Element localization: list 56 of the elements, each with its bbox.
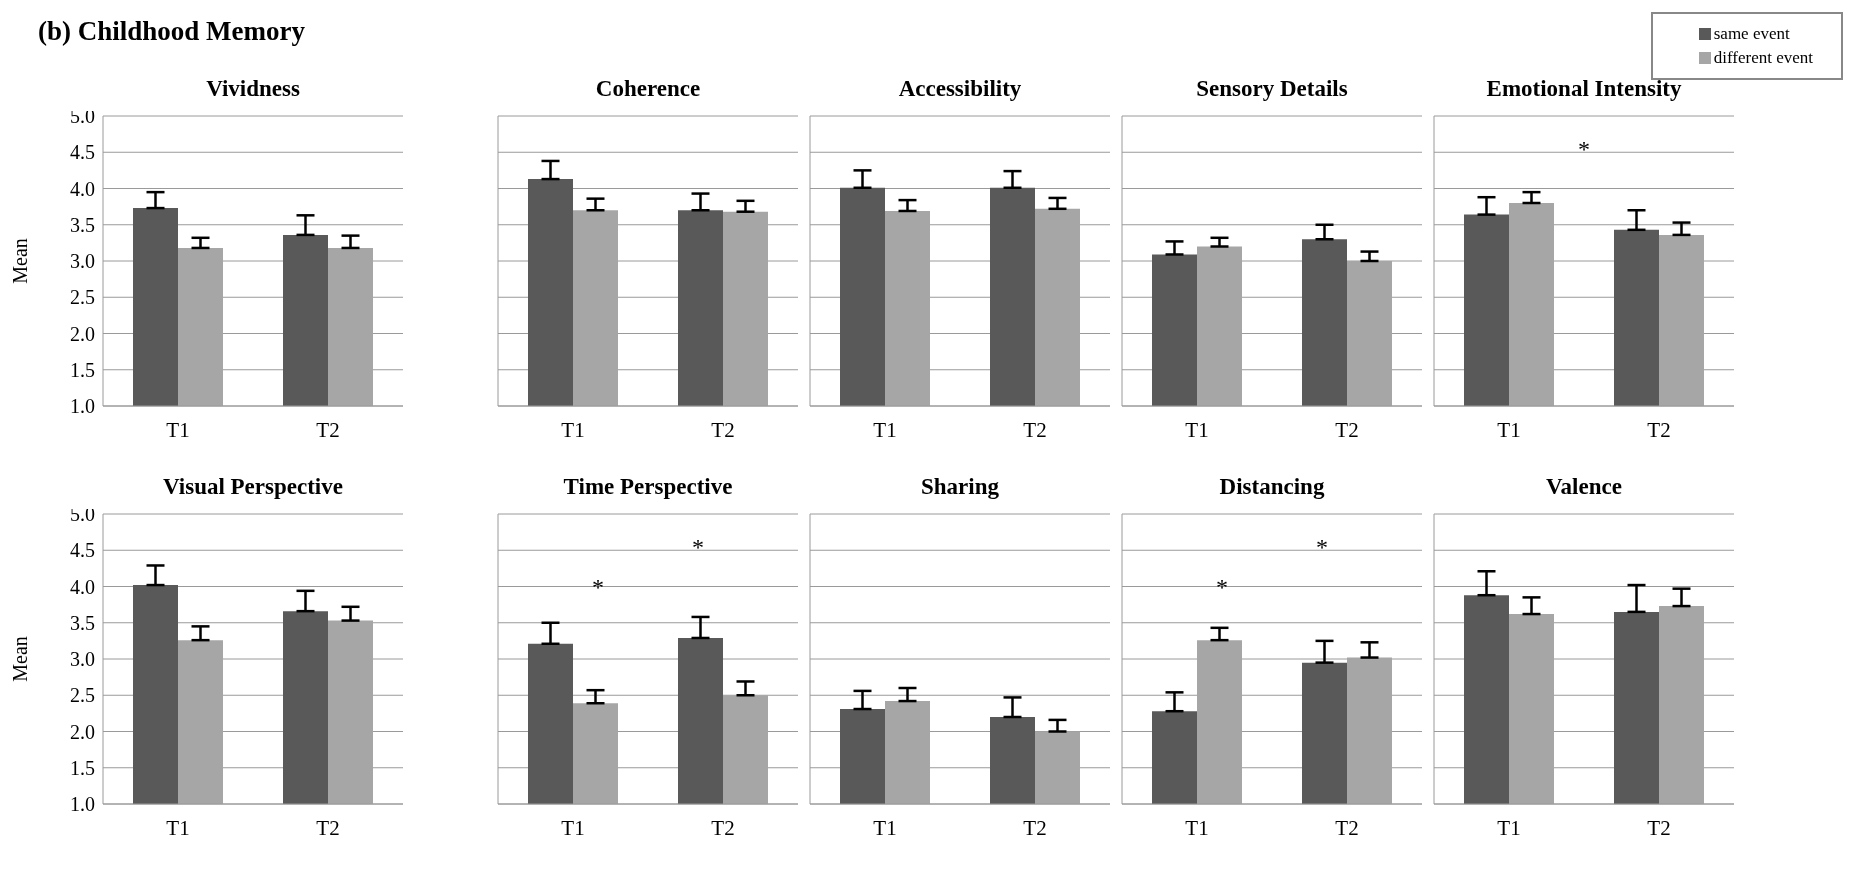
x-tick-label: T1 — [166, 815, 190, 840]
chart-title: Coherence — [594, 76, 702, 102]
y-tick-label: 4.5 — [70, 539, 95, 562]
x-tick-label: T1 — [873, 815, 897, 840]
x-tick-label: T1 — [1497, 417, 1521, 442]
legend-label: same event — [1713, 24, 1790, 44]
y-tick-label: 2.5 — [70, 286, 95, 309]
x-tick-label: T2 — [1023, 815, 1047, 840]
chart-title: Accessibility — [897, 76, 1023, 102]
x-tick-label: T2 — [1335, 815, 1359, 840]
x-tick-label: T2 — [1023, 417, 1047, 442]
legend-label: different event — [1713, 48, 1813, 68]
x-tick-label: T2 — [711, 815, 735, 840]
annotation: * — [691, 534, 705, 561]
x-tick-label: T2 — [1647, 815, 1671, 840]
y-tick-label: 2.0 — [70, 720, 95, 743]
y-tick-label: 3.0 — [70, 250, 95, 273]
y-tick-label: 3.5 — [70, 213, 95, 236]
y-tick-label: 3.5 — [70, 611, 95, 634]
x-tick-label: T1 — [1497, 815, 1521, 840]
text: (b) Childhood Memory — [38, 16, 306, 47]
x-tick-label: T1 — [561, 815, 585, 840]
y-tick-label: 1.0 — [70, 793, 95, 816]
x-tick-label: T1 — [166, 417, 190, 442]
annotation: * — [1215, 574, 1229, 601]
chart-title: Vividness — [205, 76, 301, 102]
y-tick-label: 1.5 — [70, 756, 95, 779]
chart-title: Time Perspective — [562, 474, 734, 500]
chart-title: Sensory Details — [1195, 76, 1349, 102]
x-tick-label: T1 — [1185, 815, 1209, 840]
annotation: * — [1315, 534, 1329, 561]
x-tick-label: T1 — [1185, 417, 1209, 442]
chart-title: Valence — [1545, 474, 1623, 500]
x-tick-label: T2 — [316, 815, 340, 840]
y-tick-label: 2.0 — [70, 322, 95, 345]
y-tick-label: 3.0 — [70, 648, 95, 671]
x-tick-label: T2 — [316, 417, 340, 442]
chart-title: Emotional Intensity — [1485, 76, 1683, 102]
chart-title: Visual Perspective — [162, 474, 344, 500]
y-axis-title: Mean — [9, 636, 32, 682]
y-axis-title: Mean — [9, 238, 32, 284]
y-tick-label: 1.5 — [70, 358, 95, 381]
x-tick-label: T1 — [873, 417, 897, 442]
y-tick-label: 2.5 — [70, 684, 95, 707]
x-tick-label: T2 — [1335, 417, 1359, 442]
y-tick-label: 4.0 — [70, 177, 95, 200]
y-tick-label: 1.0 — [70, 395, 95, 418]
x-tick-label: T2 — [711, 417, 735, 442]
x-tick-label: T1 — [561, 417, 585, 442]
chart-title: Distancing — [1218, 474, 1326, 500]
chart-title: Sharing — [920, 474, 1000, 500]
y-tick-label: 4.0 — [70, 575, 95, 598]
annotation: * — [1577, 136, 1591, 163]
annotation: * — [591, 574, 605, 601]
x-tick-label: T2 — [1647, 417, 1671, 442]
y-tick-label: 4.5 — [70, 141, 95, 164]
